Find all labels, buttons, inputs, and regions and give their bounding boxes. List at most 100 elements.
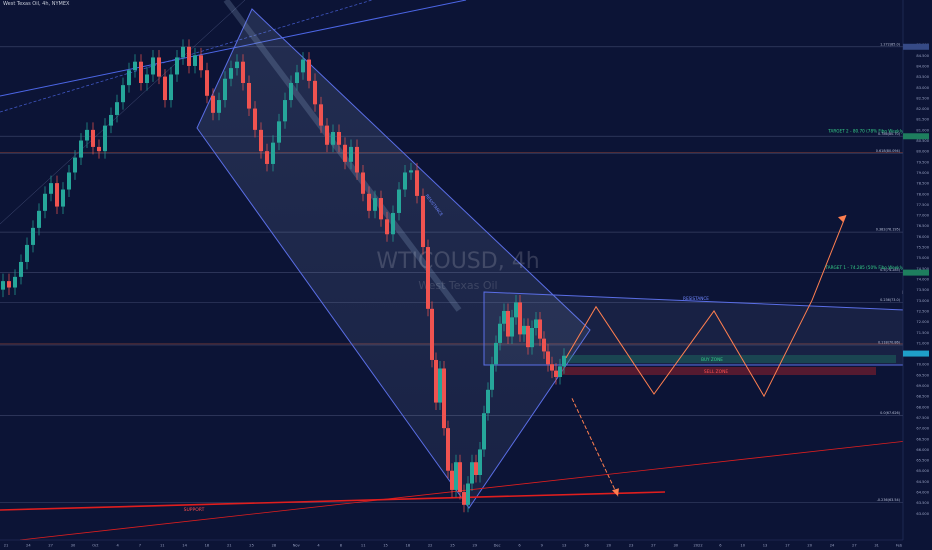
projection-down-arrowhead <box>612 488 619 497</box>
candle-body <box>223 78 227 101</box>
candle-body <box>470 462 474 484</box>
candle-body <box>403 172 407 190</box>
time-tick-label: 14 <box>182 544 187 548</box>
candle-body <box>301 59 305 73</box>
candle-body <box>127 70 131 86</box>
time-tick-label: 25 <box>450 544 455 548</box>
price-badge <box>903 350 929 357</box>
candle-body <box>211 95 215 113</box>
time-tick-label: 18 <box>406 544 411 548</box>
candle-body <box>434 359 438 403</box>
candle-body <box>526 325 530 348</box>
candle-body <box>538 319 542 339</box>
candle-body <box>482 413 486 450</box>
price-tick-label: 65.000 <box>916 469 929 473</box>
candle-body <box>19 261 23 277</box>
time-tick-label: 10 <box>740 544 745 548</box>
time-tick-label: 21 <box>4 544 9 548</box>
time-tick-label: 11 <box>361 544 366 548</box>
resistance-box-label: RESISTANCE <box>683 296 709 301</box>
sell-zone-label: SELL ZONE <box>704 369 729 375</box>
time-tick-label: 8 <box>340 544 343 548</box>
price-tick-label: 67.000 <box>916 427 929 431</box>
candle-body <box>73 157 77 173</box>
price-badge <box>903 269 929 276</box>
time-tick-label: 6 <box>719 544 722 548</box>
time-tick-label: 27 <box>48 544 53 548</box>
time-tick-label: 21 <box>227 544 232 548</box>
level-label: 0.618(80.094) <box>876 149 901 153</box>
channel-shade <box>223 0 462 312</box>
price-tick-label: 81.500 <box>916 118 929 122</box>
candle-body <box>438 368 442 403</box>
time-tick-label: 2022 <box>693 544 702 548</box>
time-tick-label: 27 <box>651 544 656 548</box>
price-tick-label: 63.500 <box>916 501 929 505</box>
candle-body <box>349 146 353 162</box>
candle-body <box>534 319 538 328</box>
time-tick-label: 6 <box>518 544 521 548</box>
time-tick-label: 18 <box>205 544 210 548</box>
price-tick-label: 83.500 <box>916 75 929 79</box>
candle-body <box>1 281 5 290</box>
price-tick-label: 77.500 <box>916 203 929 207</box>
candle-body <box>169 74 173 101</box>
candle-body <box>133 61 137 71</box>
candle-body <box>163 76 167 101</box>
candle-body <box>247 83 251 109</box>
candle-body <box>259 129 263 152</box>
candle-body <box>313 80 317 105</box>
candle-body <box>61 189 65 207</box>
candle-body <box>265 151 269 164</box>
candle-body <box>181 46 185 58</box>
time-tick-label: 17 <box>785 544 790 548</box>
candle-body <box>337 132 341 145</box>
candle-body <box>55 183 59 207</box>
support-line <box>0 491 666 511</box>
price-tick-label: 82.500 <box>916 96 929 100</box>
time-tick-label: 16 <box>584 544 589 548</box>
buy-zone-band <box>566 355 896 363</box>
level-label: -0.236(63.54) <box>877 498 901 502</box>
candle-body <box>554 370 558 377</box>
candle-body <box>217 100 221 113</box>
price-tick-label: 66.500 <box>916 437 929 441</box>
price-tick-label: 66.000 <box>916 448 929 452</box>
level-label: 0.786(80.70) <box>878 132 901 136</box>
candle-body <box>510 317 514 337</box>
watermark-name: West Texas Oil <box>418 279 497 292</box>
candle-body <box>109 114 113 126</box>
candle-body <box>522 325 526 335</box>
price-tick-label: 73.000 <box>916 299 929 303</box>
candle-body <box>502 310 506 324</box>
price-tick-label: 79.000 <box>916 171 929 175</box>
time-tick-label: Oct <box>92 544 99 548</box>
candle-body <box>426 247 430 309</box>
candle-body <box>466 483 470 505</box>
trendline-upper <box>0 0 467 97</box>
candle-body <box>97 146 101 152</box>
candle-body <box>205 70 209 96</box>
price-tick-label: 72.000 <box>916 320 929 324</box>
time-tick-label: 4 <box>317 544 320 548</box>
projection-arrowhead <box>838 215 846 223</box>
candle-body <box>331 132 335 145</box>
price-tick-label: 68.000 <box>916 405 929 409</box>
support-label: SUPPORT <box>184 507 205 513</box>
candle-body <box>25 244 29 262</box>
candle-body <box>91 129 95 147</box>
candle-body <box>193 55 197 66</box>
level-label: 0.5(74.285) <box>880 268 901 272</box>
candle-body <box>283 100 287 122</box>
price-tick-label: 76.500 <box>916 224 929 228</box>
candle-body <box>31 227 35 245</box>
candle-body <box>498 323 502 343</box>
level-label: 0.118(70.86) <box>878 341 901 345</box>
candle-body <box>319 104 323 126</box>
watermark: WTICOUSD, 4h West Texas Oil <box>376 249 539 292</box>
watermark-symbol: WTICOUSD, 4h <box>376 249 539 274</box>
price-tick-label: 70.000 <box>916 363 929 367</box>
candle-body <box>325 125 329 145</box>
time-tick-label: 4 <box>116 544 119 548</box>
